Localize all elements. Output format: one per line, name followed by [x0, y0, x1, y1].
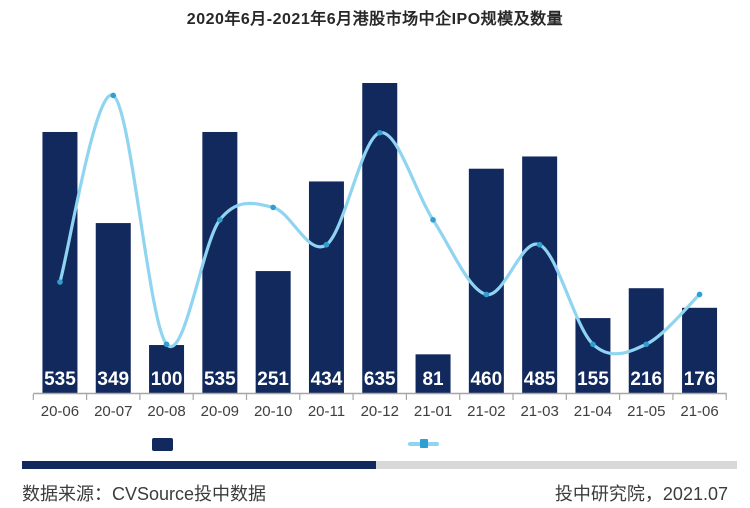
publisher-date-text: 投中研究院，2021.07	[554, 484, 728, 504]
line-marker	[643, 341, 650, 348]
bar	[362, 83, 398, 394]
combo-chart: 535 349 100 535 251 434 635 81 460 485 155 216 176 20…	[32, 83, 727, 420]
line-marker	[536, 241, 543, 248]
x-axis-label: 20-11	[308, 403, 345, 420]
line-marker	[696, 291, 703, 298]
chart-title: 2020年6月-2021年6月港股市场中企IPO规模及数量	[186, 11, 564, 28]
divider-navy-segment	[22, 461, 376, 469]
x-axis-label: 21-01	[414, 403, 452, 420]
line-marker	[483, 291, 490, 298]
bar	[149, 345, 185, 394]
line-marker	[110, 92, 117, 99]
bar	[202, 131, 238, 394]
line-marker	[270, 204, 276, 211]
bar	[575, 318, 611, 394]
legend-line-dot-icon	[420, 439, 428, 448]
bar	[255, 271, 291, 394]
x-axis-label: 21-06	[680, 403, 718, 420]
x-axis-label: 20-07	[94, 403, 132, 420]
bar	[42, 131, 78, 394]
bar-value-label: 155	[577, 369, 609, 390]
bar	[308, 181, 344, 394]
bar-value-label: 251	[257, 369, 289, 390]
data-source-text: 数据来源：CVSource投中数据	[22, 484, 267, 504]
bar-value-label: 216	[630, 369, 662, 390]
x-axis-label: 21-05	[627, 403, 665, 420]
divider-bar	[22, 461, 737, 469]
line-marker	[323, 241, 330, 248]
x-axis-label: 21-04	[574, 403, 612, 420]
x-axis-label: 21-02	[467, 403, 505, 420]
x-axis-label: 20-09	[201, 403, 239, 420]
legend-bar-swatch	[152, 438, 173, 451]
bar-value-label: 635	[364, 369, 396, 390]
bar-value-label: 460	[470, 369, 502, 390]
line-marker	[430, 217, 436, 223]
bar-value-label: 485	[524, 369, 556, 390]
divider-gray-segment	[376, 461, 737, 469]
bar	[522, 156, 558, 394]
bar-value-label: 81	[422, 369, 444, 390]
x-axis-label: 20-10	[254, 403, 292, 420]
footer: 数据来源：CVSource投中数据 投中研究院，2021.07	[22, 480, 728, 506]
line-marker	[376, 129, 383, 136]
bar	[95, 223, 131, 394]
line-marker	[163, 341, 170, 348]
bar-value-label: 535	[204, 369, 236, 390]
bar-value-label: 100	[151, 369, 183, 390]
x-axis-label: 21-03	[520, 403, 558, 420]
bar-value-label: 349	[97, 369, 129, 390]
bar	[682, 307, 718, 394]
bar	[415, 354, 451, 394]
line-marker	[217, 217, 223, 223]
line-marker	[590, 341, 596, 348]
line-path	[58, 93, 702, 356]
line-marker	[57, 279, 63, 285]
bar-value-label: 535	[44, 369, 76, 390]
x-axis-label: 20-06	[41, 403, 79, 420]
bar-value-label: 434	[311, 369, 343, 390]
bar	[468, 168, 504, 394]
x-axis-label: 20-12	[361, 403, 399, 420]
bar	[628, 288, 664, 394]
bar-value-label: 176	[684, 369, 716, 390]
x-axis-label: 20-08	[147, 403, 185, 420]
